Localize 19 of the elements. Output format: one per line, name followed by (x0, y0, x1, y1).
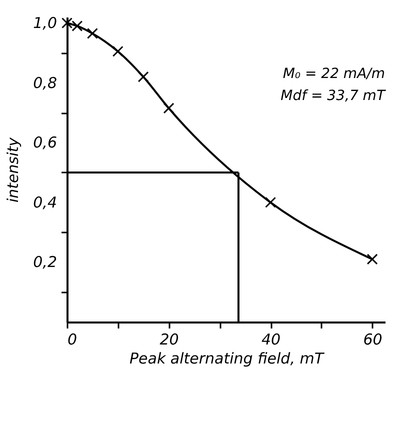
x-tick-label: 0 (68, 330, 78, 348)
point (366, 254, 378, 265)
x-axis-title: Peak alternating field, mT (129, 350, 326, 368)
y-tick-label: 0,4 (33, 193, 57, 212)
point (138, 71, 149, 82)
point (86, 28, 98, 39)
point (163, 102, 174, 114)
x-tick-label: 60 (363, 330, 382, 348)
annotation: M₀ = 22 mA/m (282, 66, 385, 82)
y-tick-label: 1,0 (33, 14, 57, 32)
y-tick-label: 0,8 (33, 74, 57, 92)
y-tick-label: 0,6 (33, 134, 57, 152)
x-tick-label: 20 (160, 330, 179, 348)
point (112, 46, 124, 57)
x-tick-label: 40 (261, 330, 281, 348)
y-axis-title: intensity (4, 136, 22, 203)
annotation: Mdf = 33,7 mT (280, 88, 386, 104)
y-tick-label: 0,2 (33, 253, 57, 272)
point (265, 196, 276, 208)
